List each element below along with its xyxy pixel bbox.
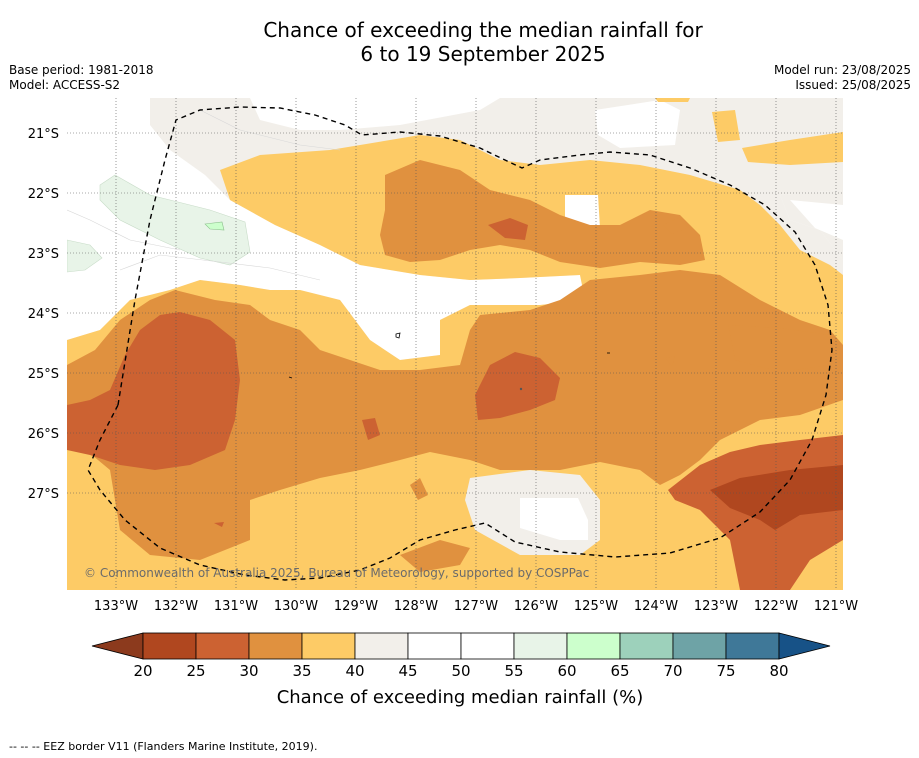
title-line-2: 6 to 19 September 2025 <box>360 42 606 66</box>
colorbar-extend-low <box>91 632 144 660</box>
lon-label: 127°W <box>454 599 498 614</box>
colorbar-segment <box>566 632 621 660</box>
island-mark-c <box>519 387 523 391</box>
longitude-labels: 133°W 132°W 131°W 130°W 129°W 128°W 127°… <box>94 599 858 614</box>
colorbar-segment <box>142 632 197 660</box>
zone-55-60-west-edge <box>67 239 103 273</box>
zone-30-35-small-c <box>665 356 675 366</box>
colorbar-segment <box>354 632 409 660</box>
zone-55-60-green <box>99 174 251 266</box>
latitude-gridlines <box>67 132 843 494</box>
colorbar-tick-label: 25 <box>186 662 205 680</box>
colorbar-tick-label: 30 <box>239 662 258 680</box>
eez-border <box>87 106 833 581</box>
colorbar-segment <box>460 632 515 660</box>
colorbar-tick-label: 60 <box>557 662 576 680</box>
colorbar-tick-label: 20 <box>133 662 152 680</box>
colorbar-tick-label: 50 <box>451 662 470 680</box>
zone-25-30-speck <box>214 522 224 527</box>
zone-45-55-north <box>250 98 500 130</box>
model-run: Model run: 23/08/2025 <box>773 63 911 77</box>
issued-date: Issued: 25/08/2025 <box>795 78 911 92</box>
island-outline <box>395 332 401 339</box>
lon-label: 124°W <box>634 599 678 614</box>
zone-60-65-patch <box>204 221 225 231</box>
zone-25-30-west <box>67 312 240 470</box>
map-title: Chance of exceeding the median rainfall … <box>0 18 919 66</box>
contour-line-b <box>199 109 341 151</box>
zone-30-35-small-b <box>663 218 688 234</box>
meta-right: Model run: 23/08/2025 Issued: 25/08/2025 <box>774 63 911 93</box>
colorbar-extend-high <box>778 632 831 660</box>
zone-35-40-top-patch <box>655 98 690 102</box>
colorbar-tick-label: 70 <box>663 662 682 680</box>
zone-30-35-east-patch <box>728 325 830 372</box>
zone-30-35-main <box>67 270 843 560</box>
lat-label: 23°S <box>28 247 59 262</box>
colorbar-segment <box>407 632 462 660</box>
colorbar-tick-label: 40 <box>345 662 364 680</box>
rainfall-probability-field <box>67 98 843 590</box>
colorbar: 20 25 30 35 40 45 50 55 60 65 70 75 80 <box>91 632 831 680</box>
colorbar-tick-label: 80 <box>769 662 788 680</box>
lon-label: 122°W <box>754 599 798 614</box>
lat-label: 21°S <box>28 127 59 142</box>
zone-25-30-central <box>475 352 560 420</box>
colorbar-tick-label: 65 <box>610 662 629 680</box>
island-mark-a <box>288 376 293 379</box>
colorbar-segment <box>672 632 727 660</box>
contour-line-c <box>67 209 181 251</box>
lat-label: 22°S <box>28 187 59 202</box>
zone-45-55-east-island <box>790 200 843 240</box>
colorbar-segment <box>301 632 356 660</box>
colorbar-segment <box>619 632 674 660</box>
lat-label: 25°S <box>28 367 59 382</box>
lat-label: 27°S <box>28 487 59 502</box>
lon-label: 128°W <box>394 599 438 614</box>
title-line-1: Chance of exceeding the median rainfall … <box>263 18 703 42</box>
lon-label: 130°W <box>274 599 318 614</box>
meta-left: Base period: 1981-2018 Model: ACCESS-S2 <box>9 63 154 93</box>
colorbar-tick-label: 55 <box>504 662 523 680</box>
base-period: Base period: 1981-2018 <box>9 63 154 77</box>
zone-30-35-north <box>380 160 705 268</box>
zone-20-25-southeast <box>710 465 843 530</box>
lon-label: 121°W <box>814 599 858 614</box>
lon-label: 123°W <box>694 599 738 614</box>
lon-label: 132°W <box>154 599 198 614</box>
colorbar-segment <box>195 632 250 660</box>
longitude-gridlines <box>115 98 837 590</box>
colorbar-tick-label: 75 <box>716 662 735 680</box>
lon-label: 125°W <box>574 599 618 614</box>
zone-30-35-south-patch <box>400 540 470 572</box>
contour-line-a <box>119 254 321 281</box>
latitude-labels: 21°S 22°S 23°S 24°S 25°S 26°S 27°S <box>28 127 59 502</box>
colorbar-tick-label: 35 <box>292 662 311 680</box>
lon-label: 126°W <box>514 599 558 614</box>
zone-25-30-north <box>488 218 528 240</box>
lat-label: 24°S <box>28 307 59 322</box>
lon-label: 133°W <box>94 599 138 614</box>
colorbar-segment <box>248 632 303 660</box>
colorbar-segment <box>513 632 568 660</box>
zone-35-40-ne-strip <box>742 132 843 165</box>
copyright-text: © Commonwealth of Australia 2025, Bureau… <box>84 566 589 580</box>
model-name: Model: ACCESS-S2 <box>9 78 121 92</box>
lat-label: 26°S <box>28 427 59 442</box>
colorbar-tick-label: 45 <box>398 662 417 680</box>
zone-45-55-south-island <box>520 498 588 540</box>
zone-30-35-small-a <box>410 478 428 500</box>
colorbar-title: Chance of exceeding median rainfall (%) <box>277 687 644 708</box>
zone-45-55-ne-patch <box>595 100 680 148</box>
lon-label: 129°W <box>334 599 378 614</box>
lon-label: 131°W <box>214 599 258 614</box>
colorbar-segment <box>725 632 780 660</box>
zone-25-30-small <box>362 418 380 440</box>
eez-footnote: -- -- -- EEZ border V11 (Flanders Marine… <box>9 740 318 753</box>
zone-35-40-ne-patch <box>712 110 740 142</box>
zone-45-55-west <box>67 98 585 360</box>
